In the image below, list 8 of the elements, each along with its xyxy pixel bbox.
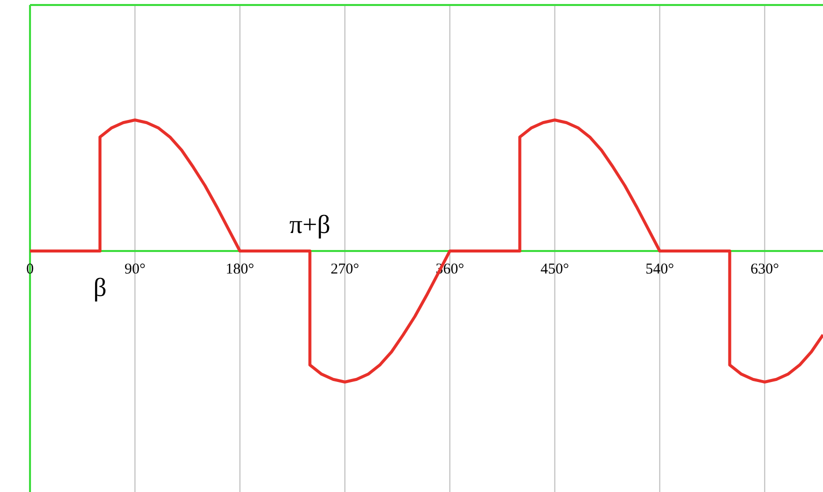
- x-tick-label: 540°: [645, 262, 674, 278]
- x-tick-label: 450°: [540, 262, 570, 278]
- x-tick-label: 90°: [124, 262, 146, 278]
- x-tick-label: 630°: [750, 262, 779, 278]
- annotation: π+β: [289, 210, 330, 239]
- x-tick-label: 270°: [330, 262, 360, 278]
- annotation: β: [93, 273, 107, 302]
- x-tick-label: 180°: [226, 262, 254, 278]
